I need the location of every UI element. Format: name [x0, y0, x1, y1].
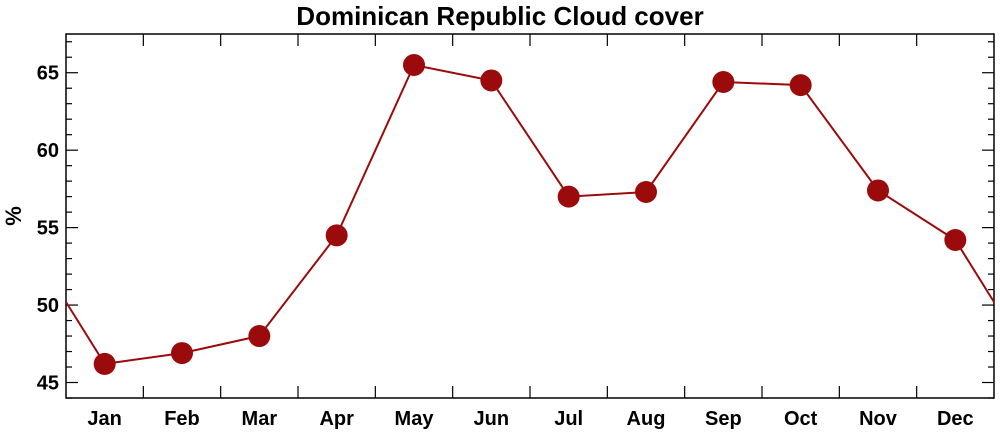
x-tick-label: Jan	[87, 408, 121, 430]
data-point-aug	[635, 180, 657, 203]
data-point-sep	[712, 71, 735, 94]
x-tick-label: Nov	[859, 408, 898, 430]
data-point-dec	[944, 229, 967, 252]
x-tick-label: Dec	[937, 408, 974, 430]
data-point-feb	[171, 342, 193, 365]
y-tick-label: 45	[37, 373, 59, 395]
y-tick-label: 55	[37, 218, 59, 240]
chart-title: Dominican Republic Cloud cover	[296, 1, 704, 31]
data-point-jul	[557, 185, 580, 208]
x-tick-label: Aug	[627, 408, 666, 430]
data-point-jan	[93, 352, 116, 375]
data-point-jun	[480, 69, 503, 92]
x-tick-label: Feb	[164, 408, 200, 430]
y-tick-label: 50	[37, 295, 59, 317]
y-tick-label: 60	[37, 140, 59, 162]
y-tick-label: 65	[37, 63, 59, 85]
series-line	[65, 63, 995, 365]
data-point-may	[403, 53, 425, 76]
x-tick-label: Oct	[784, 408, 818, 430]
x-tick-label: May	[395, 408, 435, 430]
x-tick-label: Mar	[242, 408, 278, 430]
data-point-oct	[789, 74, 812, 97]
x-tick-label: Apr	[319, 408, 354, 430]
plot-frame	[65, 33, 995, 399]
x-tick-label: Jun	[474, 408, 510, 430]
data-point-mar	[248, 325, 271, 348]
plot-area: 45 50 55 60 65 Jan Feb Mar Apr May Jun Jul Aug Sep Oct…	[37, 33, 995, 430]
data-point-apr	[325, 224, 348, 247]
data-point-nov	[867, 179, 889, 202]
x-tick-label: Jul	[554, 408, 583, 430]
x-tick-label: Sep	[705, 408, 742, 430]
